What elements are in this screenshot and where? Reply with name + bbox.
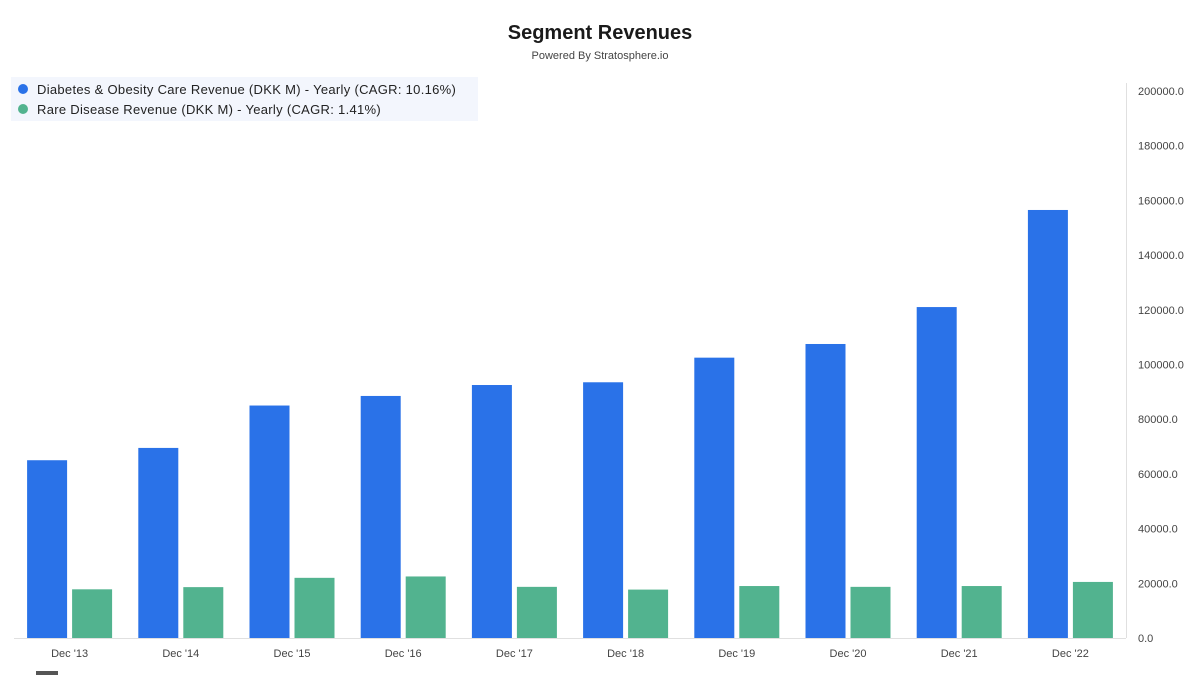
y-tick-label: 60000.0 — [1138, 469, 1178, 481]
legend-dot-rare-disease — [18, 104, 28, 114]
scrollbar-handle[interactable] — [36, 671, 58, 675]
bar-rare-disease[interactable] — [294, 577, 335, 638]
legend-label-rare-disease: Rare Disease Revenue (DKK M) - Yearly (C… — [37, 101, 382, 117]
y-tick-label: 20000.0 — [1138, 578, 1178, 590]
y-tick-label: 80000.0 — [1138, 414, 1178, 426]
x-tick-label: Dec '22 — [1052, 648, 1089, 660]
bar-rare-disease[interactable] — [72, 589, 113, 638]
y-tick-label: 120000.0 — [1138, 305, 1184, 317]
chart-subtitle: Powered By Stratosphere.io — [531, 50, 669, 62]
x-tick-label: Dec '18 — [607, 648, 644, 660]
bar-diabetes-obesity[interactable] — [249, 405, 290, 638]
x-tick-label: Dec '20 — [830, 648, 867, 660]
bar-rare-disease[interactable] — [405, 576, 446, 638]
legend-item-rare-disease[interactable]: Rare Disease Revenue (DKK M) - Yearly (C… — [18, 99, 381, 119]
bar-diabetes-obesity[interactable] — [360, 395, 401, 638]
legend-dot-diabetes — [18, 84, 28, 94]
x-tick-label: Dec '17 — [496, 648, 533, 660]
y-tick-label: 40000.0 — [1138, 524, 1178, 536]
y-tick-label: 0.0 — [1138, 633, 1153, 645]
bar-diabetes-obesity[interactable] — [583, 382, 624, 638]
x-tick-label: Dec '19 — [718, 648, 755, 660]
y-tick-label: 200000.0 — [1138, 86, 1184, 98]
y-tick-label: 180000.0 — [1138, 141, 1184, 153]
x-tick-label: Dec '15 — [274, 648, 311, 660]
legend-label-diabetes: Diabetes & Obesity Care Revenue (DKK M) … — [37, 81, 457, 97]
x-tick-label: Dec '21 — [941, 648, 978, 660]
bar-diabetes-obesity[interactable] — [138, 447, 179, 638]
legend-item-diabetes[interactable]: Diabetes & Obesity Care Revenue (DKK M) … — [18, 79, 456, 99]
bar-diabetes-obesity[interactable] — [1027, 209, 1068, 638]
bar-diabetes-obesity[interactable] — [916, 307, 957, 638]
bar-rare-disease[interactable] — [739, 586, 780, 638]
y-tick-label: 100000.0 — [1138, 360, 1184, 372]
bar-rare-disease[interactable] — [850, 586, 891, 638]
bar-diabetes-obesity[interactable] — [694, 357, 735, 638]
x-tick-label: Dec '13 — [51, 648, 88, 660]
bar-rare-disease[interactable] — [1072, 581, 1113, 638]
bar-diabetes-obesity[interactable] — [805, 343, 846, 638]
y-tick-label: 140000.0 — [1138, 250, 1184, 262]
x-tick-label: Dec '16 — [385, 648, 422, 660]
bar-rare-disease[interactable] — [961, 586, 1002, 638]
bar-rare-disease[interactable] — [628, 589, 669, 638]
legend: Diabetes & Obesity Care Revenue (DKK M) … — [11, 77, 478, 121]
bar-diabetes-obesity[interactable] — [471, 385, 512, 638]
x-tick-label: Dec '14 — [162, 648, 199, 660]
chart-title: Segment Revenues — [507, 22, 693, 44]
bar-rare-disease[interactable] — [183, 587, 224, 638]
bar-rare-disease[interactable] — [516, 586, 557, 638]
bar-diabetes-obesity[interactable] — [27, 460, 68, 638]
y-tick-label: 160000.0 — [1138, 195, 1184, 207]
